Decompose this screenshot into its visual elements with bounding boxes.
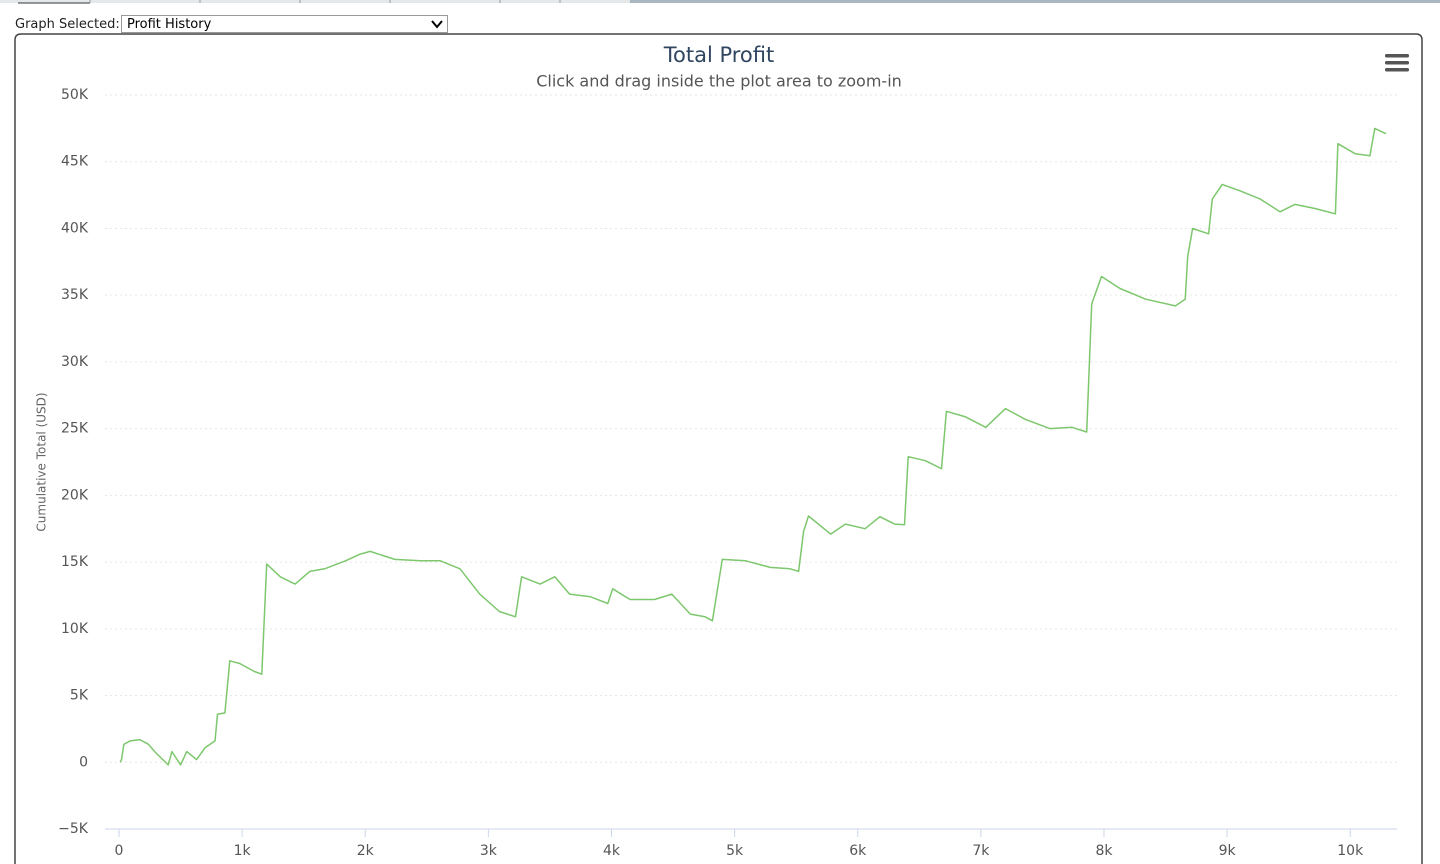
y-tick-label: 25K bbox=[61, 421, 89, 437]
y-tick-label: 40K bbox=[61, 220, 89, 236]
y-tick-label: 15K bbox=[61, 554, 89, 570]
y-tick-label: 35K bbox=[61, 287, 89, 303]
y-tick-label: 50K bbox=[61, 87, 89, 103]
y-tick-label: −5K bbox=[58, 821, 89, 837]
menu-button[interactable] bbox=[1385, 54, 1409, 72]
x-tick-label: 8k bbox=[1095, 843, 1113, 859]
y-tick-label: 45K bbox=[61, 154, 89, 170]
x-tick-label: 3k bbox=[480, 843, 498, 859]
x-tick-label: 1k bbox=[234, 843, 252, 859]
x-tick-label: 0 bbox=[115, 843, 124, 859]
x-tick-label: 10k bbox=[1337, 843, 1364, 859]
y-tick-label: 5K bbox=[70, 688, 89, 704]
profit-line bbox=[119, 127, 1387, 766]
chart-title: Total Profit bbox=[663, 43, 775, 67]
select-value: Profit History bbox=[127, 17, 212, 32]
x-tick-label: 5k bbox=[726, 843, 744, 859]
y-tick-label: 20K bbox=[61, 487, 89, 503]
y-axis-label: Cumulative Total (USD) bbox=[35, 392, 49, 531]
graph-select[interactable]: Profit History bbox=[121, 15, 448, 33]
y-tick-label: 0 bbox=[79, 754, 88, 770]
chart-subtitle: Click and drag inside the plot area to z… bbox=[536, 72, 902, 91]
y-tick-label: 10K bbox=[61, 621, 89, 637]
x-tick-label: 9k bbox=[1219, 843, 1237, 859]
x-tick-label: 7k bbox=[972, 843, 990, 859]
y-tick-label: 30K bbox=[61, 354, 89, 370]
x-tick-label: 2k bbox=[357, 843, 375, 859]
x-tick-label: 6k bbox=[849, 843, 867, 859]
x-tick-label: 4k bbox=[603, 843, 621, 859]
chevron bbox=[431, 20, 443, 29]
chart-frame bbox=[14, 33, 1423, 864]
selector-label: Graph Selected: bbox=[15, 17, 120, 32]
tab-strip bbox=[0, 0, 1440, 4]
